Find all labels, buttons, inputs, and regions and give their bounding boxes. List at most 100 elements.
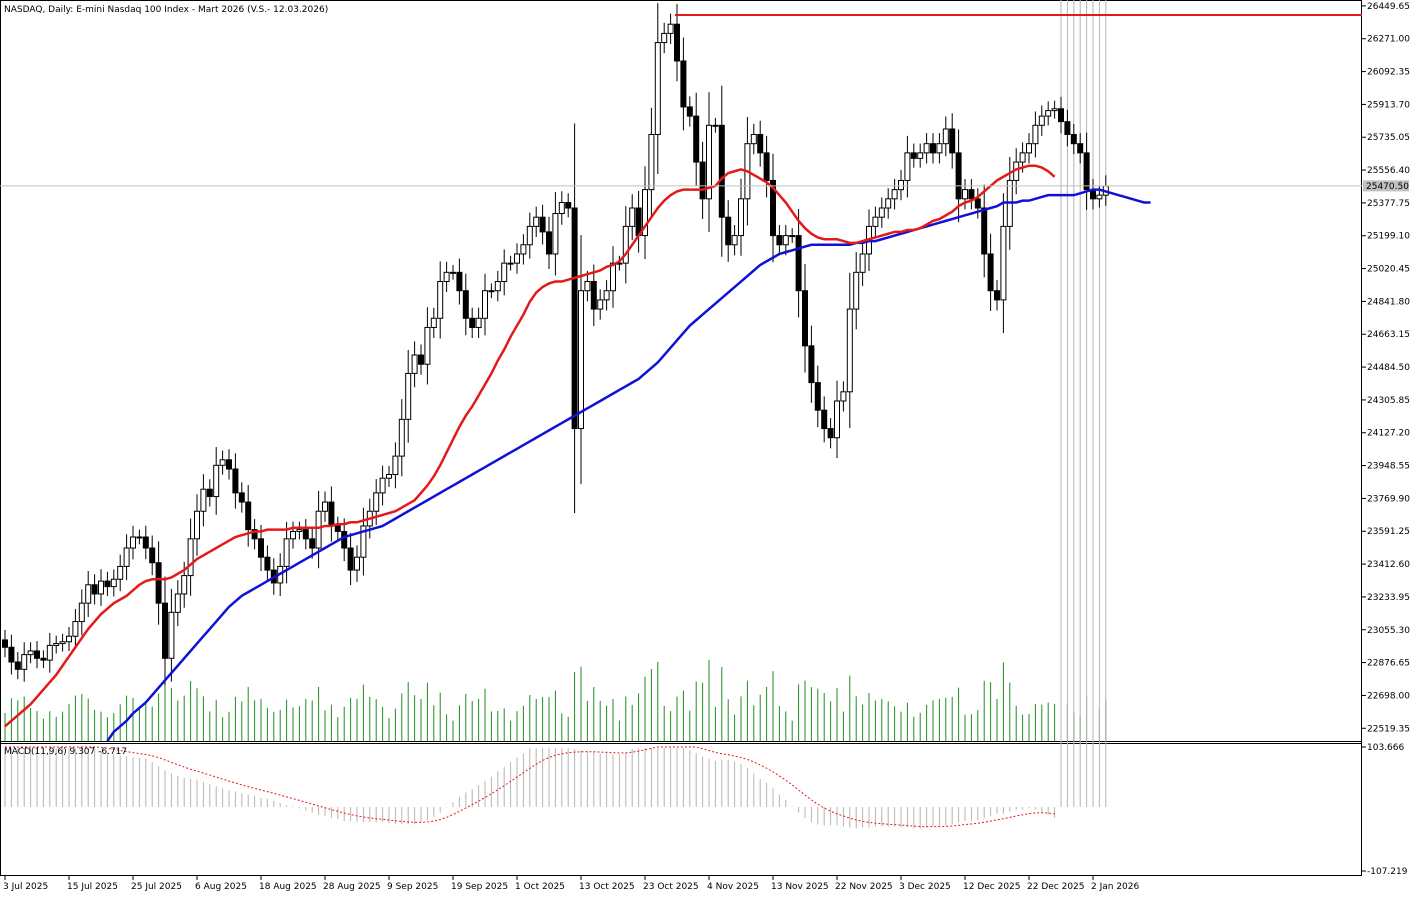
bullish-candle <box>1038 115 1045 126</box>
bearish-candle <box>968 189 975 200</box>
bearish-candle <box>251 529 258 540</box>
bearish-candle <box>91 584 98 595</box>
bullish-candle <box>846 308 853 393</box>
bearish-candle <box>302 529 309 540</box>
bullish-candle <box>379 477 386 494</box>
bearish-candle <box>757 133 764 154</box>
time-tick-label: 19 Sep 2025 <box>451 882 508 892</box>
bullish-candle <box>578 290 584 430</box>
bearish-candle <box>571 207 578 430</box>
bullish-candle <box>507 262 514 265</box>
macd-tick-label: -107.219 <box>1367 867 1408 877</box>
bullish-candle <box>789 235 796 238</box>
bullish-candle <box>123 547 130 567</box>
bullish-candle <box>706 124 712 200</box>
time-tick-label: 12 Dec 2025 <box>963 882 1021 892</box>
price-tick-label: 23412.60 <box>1367 560 1410 570</box>
bullish-candle <box>72 621 79 637</box>
price-tick-label: 26092.35 <box>1367 68 1410 78</box>
bullish-candle <box>942 128 949 145</box>
bearish-candle <box>955 152 962 200</box>
bearish-candle <box>347 547 354 571</box>
bearish-candle <box>693 115 700 163</box>
bullish-candle <box>78 602 85 623</box>
candles <box>2 3 1109 685</box>
bearish-candle <box>328 501 335 527</box>
bullish-candle <box>597 299 604 310</box>
time-tick-label: 6 Aug 2025 <box>195 882 247 892</box>
bullish-candle <box>200 488 207 512</box>
current-price-label: 25470.50 <box>1366 182 1409 192</box>
time-tick-label: 1 Oct 2025 <box>515 882 565 892</box>
bullish-candle <box>923 143 930 154</box>
chart-title: NASDAQ, Daily: E-mini Nasdaq 100 Index -… <box>4 5 328 15</box>
price-axis: 26449.65 26271.00 26092.35 25913.70 25735.05… <box>1362 2 1410 734</box>
bullish-candle <box>405 372 412 420</box>
bearish-candle <box>14 661 21 670</box>
bearish-candle <box>674 23 680 62</box>
bullish-candle <box>712 124 719 127</box>
bearish-candle <box>987 253 994 292</box>
bullish-candle <box>1000 225 1007 301</box>
bearish-candle <box>725 216 732 246</box>
price-tick-label: 23233.95 <box>1367 593 1410 603</box>
bearish-candle <box>802 290 808 347</box>
bullish-candle <box>21 654 28 670</box>
price-tick-label: 25913.70 <box>1367 100 1410 110</box>
price-tick-label: 23055.30 <box>1367 626 1410 636</box>
bullish-candle <box>782 235 789 246</box>
bullish-candle <box>187 538 194 577</box>
bullish-candle <box>872 216 879 227</box>
bullish-candle <box>392 455 399 476</box>
bearish-candle <box>206 488 213 498</box>
bullish-candle <box>885 198 892 209</box>
macd-label: MACD(11,9,6) 9.307 -6.717 <box>4 747 127 757</box>
bearish-candle <box>699 161 706 200</box>
bearish-candle <box>981 207 988 255</box>
bearish-candle <box>1064 121 1071 135</box>
bullish-candle <box>610 262 616 292</box>
bearish-candle <box>162 602 168 659</box>
bearish-candle <box>2 639 8 648</box>
bullish-candle <box>1051 108 1058 112</box>
price-tick-label: 24841.80 <box>1367 297 1410 307</box>
bullish-candle <box>1032 124 1039 145</box>
bullish-candle <box>475 317 482 328</box>
bullish-candle <box>1096 194 1103 200</box>
bearish-candle <box>462 290 469 319</box>
bullish-candle <box>430 317 437 328</box>
price-tick-label: 23769.90 <box>1367 494 1410 504</box>
bullish-candle <box>558 201 565 215</box>
time-tick-label: 18 Aug 2025 <box>259 882 317 892</box>
bearish-candle <box>910 152 917 159</box>
bullish-candle <box>130 536 136 549</box>
price-tick-label: 25020.45 <box>1367 265 1410 275</box>
bearish-candle <box>258 538 264 558</box>
bearish-candle <box>974 198 981 209</box>
bullish-candle <box>53 643 60 646</box>
bullish-candle <box>514 253 520 264</box>
bullish-candle <box>488 290 495 293</box>
bearish-candle <box>40 657 47 661</box>
bearish-candle <box>104 580 111 588</box>
price-tick-label: 24305.85 <box>1367 396 1410 406</box>
price-tick-label: 22876.65 <box>1367 659 1410 669</box>
bullish-candle <box>917 152 924 159</box>
bearish-candle <box>334 525 341 532</box>
bearish-candle <box>226 459 232 470</box>
bullish-candle <box>667 23 674 34</box>
bullish-candle <box>962 189 968 200</box>
bullish-candle <box>85 584 92 604</box>
bullish-candle <box>859 253 866 273</box>
bullish-candle <box>520 244 527 255</box>
price-tick-label: 23948.55 <box>1367 462 1410 472</box>
bullish-candle <box>66 635 72 643</box>
bullish-candle <box>1026 143 1032 154</box>
bullish-candle <box>738 198 744 237</box>
bearish-candle <box>456 271 463 292</box>
bearish-candle <box>1077 143 1084 154</box>
bullish-candle <box>629 207 636 227</box>
bullish-candle <box>526 225 533 246</box>
bearish-candle <box>776 235 783 246</box>
